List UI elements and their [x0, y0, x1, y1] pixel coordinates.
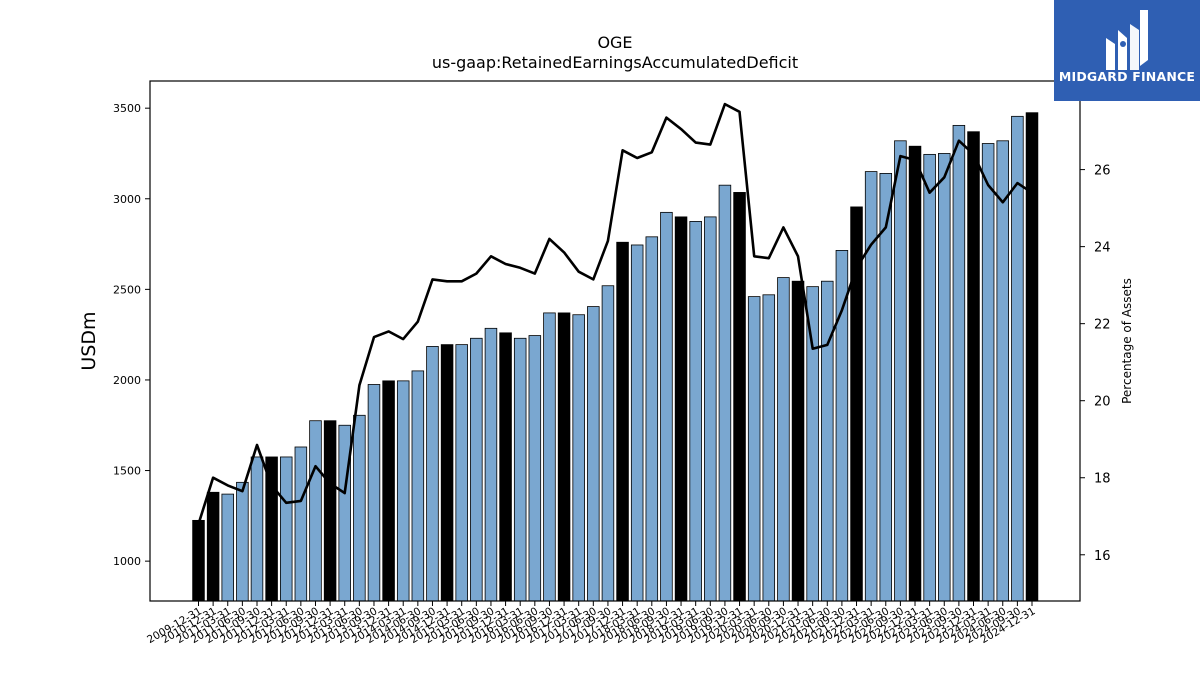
bar [704, 216, 717, 602]
bar [747, 296, 761, 602]
bar [543, 312, 556, 602]
bar [864, 171, 878, 602]
bar [835, 250, 849, 602]
bar [718, 184, 732, 602]
bar [382, 380, 395, 602]
pct-assets-line [197, 102, 1033, 525]
bar [762, 294, 776, 602]
bar [323, 420, 337, 602]
bar [967, 131, 980, 602]
bar [616, 241, 629, 602]
bar [908, 145, 922, 602]
y-tick-label: 1500 [113, 465, 141, 478]
y-tick-label: 3500 [113, 102, 141, 115]
chart-subtitle: us-gaap:RetainedEarningsAccumulatedDefic… [431, 53, 799, 72]
bar [879, 173, 893, 602]
bar [923, 153, 936, 602]
bar [221, 493, 234, 602]
bar [206, 491, 220, 602]
bar [952, 124, 966, 602]
y-tick-label: 3000 [113, 193, 141, 206]
bar [470, 337, 483, 602]
bar [367, 384, 381, 602]
logo-mark-icon [1106, 10, 1148, 70]
bar [821, 280, 834, 602]
y2-tick-label: 24 [1094, 241, 1111, 256]
bar [353, 414, 366, 602]
bar [645, 236, 659, 602]
y2-axis-label: Percentage of Assets [1120, 278, 1134, 404]
bar [630, 244, 644, 602]
bar [938, 153, 951, 602]
bar [236, 481, 249, 602]
chart-titles: OGE us-gaap:RetainedEarningsAccumulatedD… [0, 33, 1200, 73]
bar [411, 370, 425, 602]
bar [1025, 112, 1039, 602]
bar [484, 327, 498, 602]
chart-title: OGE [597, 33, 633, 52]
bar [513, 337, 527, 602]
bar [192, 519, 205, 602]
bar [587, 306, 600, 602]
bar [660, 211, 673, 602]
y2-tick-label: 20 [1094, 395, 1111, 410]
y2-tick-label: 26 [1094, 164, 1111, 179]
bar [557, 312, 571, 602]
logo-text: MIDGARD FINANCE [1058, 69, 1196, 84]
bar [250, 456, 264, 602]
bar [279, 456, 293, 602]
y-tick-label: 1000 [113, 555, 141, 568]
y2-tick-label: 16 [1094, 549, 1111, 564]
bar [996, 140, 1010, 602]
bar [455, 344, 468, 602]
bar [894, 140, 907, 602]
y2-tick-label: 22 [1094, 318, 1111, 333]
bar [981, 143, 995, 602]
bar [733, 192, 746, 602]
bar [338, 424, 351, 602]
y-tick-label: 2500 [113, 283, 141, 296]
y-tick-label: 2000 [113, 374, 141, 387]
y2-tick-label: 18 [1094, 472, 1111, 487]
bar [528, 335, 542, 602]
bar [806, 286, 819, 602]
bar [426, 346, 439, 602]
bar [674, 216, 688, 602]
bar [265, 456, 278, 602]
y-axis-label: USDm [78, 311, 100, 370]
bar [601, 285, 615, 602]
bar [396, 380, 410, 602]
bar [777, 277, 790, 602]
bar [309, 420, 322, 602]
bar [440, 344, 454, 602]
bar [572, 314, 585, 602]
bar [499, 332, 512, 602]
bar [791, 280, 805, 602]
plot-frame [149, 80, 1081, 602]
bar [294, 446, 308, 602]
brand-logo: MIDGARD FINANCE [1054, 0, 1200, 101]
bar [689, 221, 702, 602]
